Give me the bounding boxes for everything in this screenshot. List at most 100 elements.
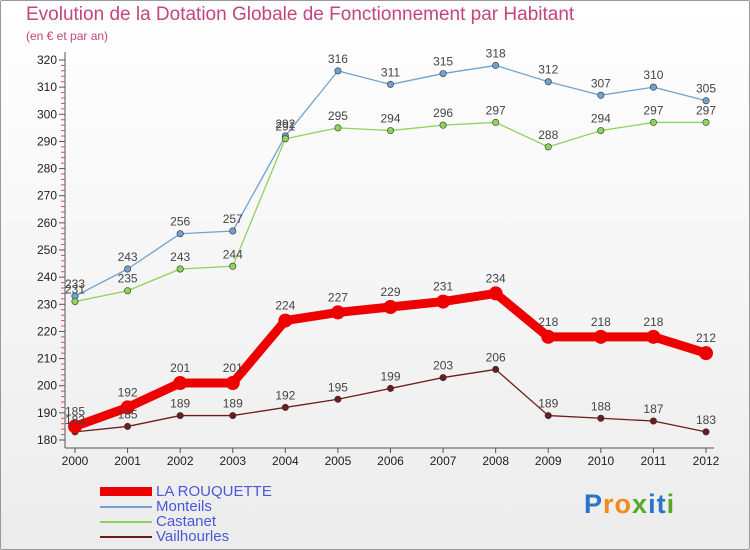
chart-series <box>68 61 713 436</box>
data-point <box>330 305 345 320</box>
data-point <box>281 135 289 143</box>
data-point <box>173 376 188 390</box>
chart-point-labels: 185 192 201 201 224 227 229 231 234 218 218 218 212 2… <box>65 46 716 426</box>
data-label: 235 <box>118 272 138 286</box>
data-point <box>229 227 237 235</box>
data-label: 294 <box>380 112 400 126</box>
y-tick-label: 260 <box>37 216 57 230</box>
data-label: 295 <box>328 109 348 123</box>
legend-label: Monteils <box>156 498 212 515</box>
data-label: 305 <box>696 82 716 96</box>
data-point <box>646 329 661 344</box>
x-tick-label: 2002 <box>167 454 194 468</box>
data-label: 292 <box>275 117 295 131</box>
data-point <box>488 286 503 301</box>
data-point <box>541 329 556 344</box>
data-point <box>386 127 394 135</box>
y-tick-label: 240 <box>37 270 57 284</box>
proxiti-logo: Proxiti <box>584 489 675 520</box>
data-label: 318 <box>486 46 506 60</box>
logo-letter: t <box>656 489 667 519</box>
y-tick-label: 250 <box>37 243 57 257</box>
data-label: 185 <box>118 407 138 421</box>
data-label: 233 <box>65 277 85 291</box>
data-label: 297 <box>696 103 716 117</box>
data-point <box>278 313 293 328</box>
data-label: 192 <box>118 385 138 399</box>
data-label: 218 <box>538 315 558 329</box>
logo-letter: x <box>632 489 649 519</box>
x-tick-label: 2003 <box>219 454 246 468</box>
data-point <box>334 124 342 132</box>
data-point <box>124 422 132 430</box>
data-label: 189 <box>170 397 190 411</box>
data-label: 234 <box>486 271 506 285</box>
y-tick-label: 300 <box>37 107 57 121</box>
chart-subtitle: (en € et par an) <box>26 29 109 43</box>
data-point <box>597 127 605 135</box>
data-point <box>386 80 394 88</box>
data-label: 199 <box>380 369 400 383</box>
logo-letter: i <box>666 489 676 519</box>
data-label: 231 <box>65 283 85 297</box>
data-point <box>386 384 394 392</box>
data-label: 291 <box>275 120 295 134</box>
data-point <box>229 412 237 420</box>
data-label: 288 <box>538 128 558 142</box>
data-label: 183 <box>696 413 716 427</box>
y-tick-label: 190 <box>37 406 57 420</box>
data-point <box>383 300 398 314</box>
data-point <box>176 265 184 273</box>
series-line-castanet <box>74 121 707 303</box>
legend-label: Vailhourles <box>156 528 230 545</box>
data-point <box>597 414 605 422</box>
x-tick-label: 2001 <box>114 454 141 468</box>
data-point <box>334 395 342 403</box>
data-point <box>593 329 608 344</box>
data-point <box>544 143 552 151</box>
x-tick-label: 2006 <box>377 454 404 468</box>
data-label: 310 <box>643 68 663 82</box>
chart-title: Evolution de la Dotation Globale de Fonc… <box>26 4 575 25</box>
legend-item: Vailhourles <box>100 529 272 544</box>
data-label: 185 <box>65 404 85 418</box>
data-label: 203 <box>433 359 453 373</box>
data-point <box>225 376 240 390</box>
data-label: 231 <box>433 280 453 294</box>
legend-swatch <box>100 535 152 538</box>
data-point <box>68 419 82 434</box>
data-label: 229 <box>380 285 400 299</box>
y-tick-label: 290 <box>37 134 57 148</box>
data-label: 243 <box>170 250 190 264</box>
data-label: 227 <box>328 290 348 304</box>
y-tick-label: 270 <box>37 189 57 203</box>
data-point <box>544 412 552 420</box>
data-point <box>124 265 132 273</box>
data-label: 192 <box>275 388 295 402</box>
legend-item: LA ROUQUETTE <box>100 484 272 499</box>
legend-item: Monteils <box>100 499 272 514</box>
legend-swatch <box>100 520 152 523</box>
y-tick-label: 210 <box>37 352 57 366</box>
data-label: 206 <box>486 350 506 364</box>
data-point <box>492 61 500 69</box>
data-label: 307 <box>591 76 611 90</box>
x-tick-label: 2007 <box>430 454 457 468</box>
data-point <box>702 118 710 126</box>
data-label: 294 <box>591 112 611 126</box>
data-point <box>649 417 657 425</box>
data-label: 212 <box>696 331 716 345</box>
data-point <box>649 118 657 126</box>
y-tick-label: 180 <box>37 433 57 447</box>
data-point <box>649 83 657 91</box>
data-label: 218 <box>643 315 663 329</box>
logo-letter: P <box>584 489 604 519</box>
data-label: 189 <box>223 397 243 411</box>
data-label: 312 <box>538 63 558 77</box>
data-label: 297 <box>643 103 663 117</box>
data-point <box>71 298 79 306</box>
data-point <box>229 262 237 270</box>
data-point <box>436 294 451 309</box>
data-point <box>281 403 289 411</box>
data-point <box>439 121 447 129</box>
